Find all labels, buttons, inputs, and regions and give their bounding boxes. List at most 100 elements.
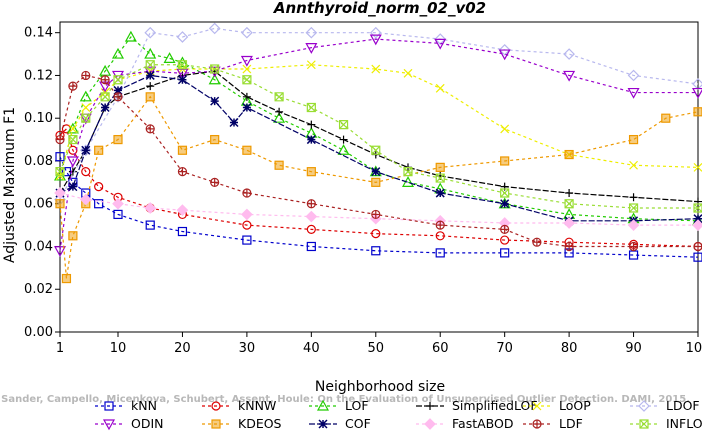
plot-area: 0.00 0.02 0.04 0.06 0.08 0.10 0.12 0.14 1 10 20 30 4… (24, 21, 702, 356)
legend: kNN kNNW LOF SimplifiedLOF LoOP LDOF ODIN KDEOS… (95, 398, 702, 431)
data-point-loop (629, 160, 638, 170)
data-point-fastabod (54, 187, 66, 199)
data-point-knnw (306, 224, 316, 234)
y-tick-label: 0.04 (24, 239, 53, 254)
data-point-kdeos (68, 231, 78, 241)
data-point-ldof (305, 26, 318, 39)
series-line-knn (59, 156, 699, 258)
data-point-odin (563, 70, 576, 82)
data-point-cof (693, 214, 702, 224)
series-line-ldf (59, 74, 698, 248)
legend-marker-kdeos (211, 419, 221, 429)
legend-marker-loop (532, 401, 542, 411)
data-point-ldof (434, 33, 447, 45)
data-point-inflo (500, 188, 510, 198)
data-point-ldof (176, 31, 189, 43)
data-point-fastabod (305, 210, 318, 223)
legend-label-kdeos: KDEOS (238, 416, 282, 431)
data-point-simplifiedlof (275, 107, 284, 116)
series-line-ldof (59, 27, 699, 200)
data-point-ldof (79, 144, 92, 157)
series-knnw (55, 124, 702, 252)
x-tick-label: 30 (239, 341, 256, 356)
data-point-ldf (145, 124, 155, 134)
data-point-knn (306, 241, 316, 252)
data-point-ldof (498, 43, 511, 56)
data-point-knn (693, 252, 702, 262)
watermark: Campos, Zimek, Sander, Campello, Micenko… (0, 394, 690, 405)
data-point-kdeos (274, 160, 284, 170)
data-point-knnw (81, 167, 91, 177)
legend-label-fastabod: FastABOD (452, 416, 514, 431)
data-point-cof (145, 70, 155, 80)
data-point-loop (371, 64, 381, 74)
data-point-lof (124, 30, 137, 42)
data-point-inflo (145, 60, 155, 70)
data-point-inflo (177, 60, 188, 70)
data-point-kdeos (628, 134, 639, 145)
data-point-ldf (371, 209, 381, 220)
legend-label-ldf: LDF (559, 416, 583, 431)
data-point-kdeos (306, 167, 316, 177)
legend-label-lof: LOF (345, 398, 369, 413)
data-point-ldf (628, 241, 639, 252)
legend-label-simplifiedlof: SimplifiedLOF (452, 398, 538, 413)
legend-item-cof: COF (309, 416, 371, 431)
legend-item-fastabod: FastABOD (416, 416, 514, 431)
data-point-loop (693, 162, 702, 172)
data-point-knn (177, 226, 188, 237)
data-point-ldf (532, 237, 542, 247)
legend-item-knnw: kNNW (202, 398, 276, 413)
data-point-lof (79, 90, 92, 102)
data-point-odin (305, 43, 318, 54)
data-point-lof (163, 52, 176, 63)
legend-label-ldof: LDOF (666, 398, 700, 413)
data-point-ldf (68, 81, 78, 91)
legend-marker-ldf (532, 419, 542, 429)
data-point-loop (306, 60, 316, 70)
x-tick-label: 60 (432, 341, 449, 356)
legend-item-knn: kNN (95, 398, 157, 413)
data-point-inflo (81, 113, 91, 123)
data-point-ldf (242, 188, 252, 198)
data-point-simplifiedlof (565, 189, 574, 198)
data-point-fastabod (79, 193, 92, 206)
data-point-kdeos (500, 156, 510, 166)
x-tick-label: 1 (56, 341, 64, 356)
legend-item-inflo: INFLO (630, 416, 702, 431)
legend-label-knnw: kNNW (238, 398, 276, 413)
data-point-kdeos (94, 145, 104, 155)
x-tick-label: 80 (561, 341, 578, 356)
data-point-inflo (242, 75, 252, 85)
legend-label-knn: kNN (131, 398, 157, 413)
y-axis-label: Adjusted Maximum F1 (2, 107, 18, 263)
data-point-ldf (177, 167, 188, 177)
data-point-knnw (242, 220, 252, 230)
legend-marker-ldof (638, 400, 650, 412)
y-tick-label: 0.12 (24, 68, 53, 83)
data-point-fastabod (692, 219, 702, 231)
data-point-lof (66, 122, 79, 134)
data-point-odin (498, 49, 511, 61)
legend-marker-knnw (211, 401, 221, 411)
data-point-ldof (144, 26, 157, 39)
legend-item-lof: LOF (309, 398, 369, 413)
legend-item-ldof: LDOF (630, 398, 700, 413)
x-axis-label: Neighborhood size (315, 379, 445, 395)
series-inflo (55, 60, 702, 213)
data-point-odin (240, 55, 253, 67)
data-point-fastabod (241, 208, 253, 221)
data-point-inflo (435, 173, 445, 183)
legend-item-simplifiedlof: SimplifiedLOF (416, 398, 538, 413)
data-point-lof (208, 73, 221, 85)
data-point-ldf (55, 134, 65, 145)
legend-item-ldf: LDF (523, 416, 583, 431)
data-point-kdeos (210, 134, 220, 145)
data-point-inflo (55, 167, 65, 177)
series-line-cof (59, 74, 699, 222)
data-point-fastabod (176, 204, 189, 216)
data-point-loop (435, 83, 445, 93)
series-line-lof (59, 36, 699, 222)
data-point-loop (68, 124, 78, 134)
data-point-inflo (210, 64, 220, 74)
